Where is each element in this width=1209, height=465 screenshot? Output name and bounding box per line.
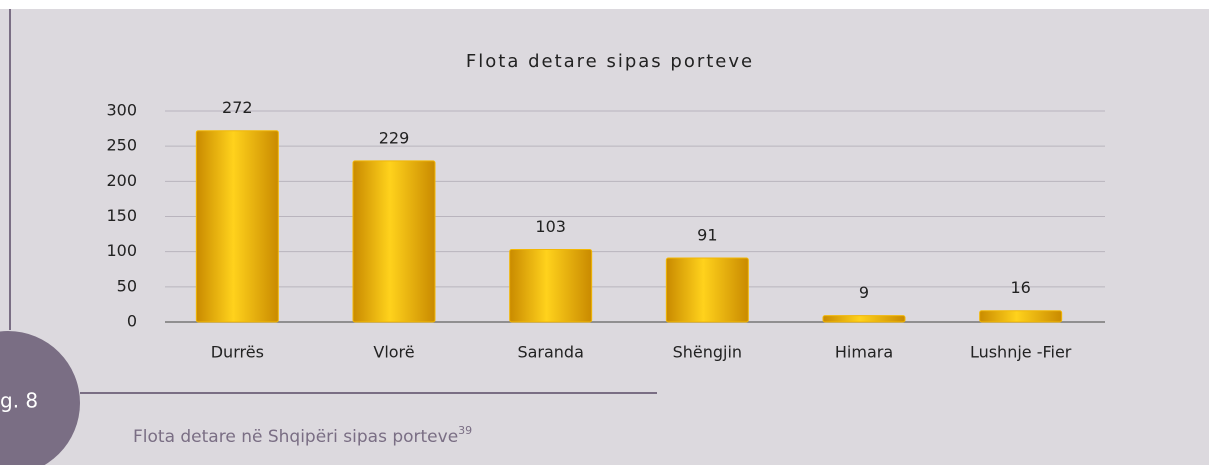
- y-tick-label: 150: [106, 206, 137, 225]
- data-label: 103: [535, 217, 566, 236]
- bar: [665, 257, 749, 323]
- data-label: 229: [379, 128, 410, 147]
- top-strip: [0, 0, 1209, 9]
- bar: [352, 160, 436, 323]
- bar: [979, 310, 1063, 323]
- data-label: 91: [697, 225, 717, 244]
- y-tick-label: 250: [106, 136, 137, 155]
- data-label: 16: [1010, 278, 1030, 297]
- x-tick-label: Vlorë: [373, 343, 414, 362]
- caption-text: Flota detare në Shqipëri sipas porteve: [133, 427, 458, 447]
- y-tick-label: 200: [106, 171, 137, 190]
- x-tick-label: Durrës: [211, 343, 264, 362]
- data-label: 9: [859, 283, 869, 302]
- caption: Flota detare në Shqipëri sipas porteve39: [133, 424, 472, 447]
- x-tick-label: Lushnje -Fier: [970, 343, 1072, 362]
- figure-badge: [0, 331, 80, 465]
- y-tick-label: 50: [117, 276, 137, 295]
- figure-label: g. 8: [0, 389, 38, 413]
- y-tick-label: 100: [106, 241, 137, 260]
- bar: [509, 249, 593, 323]
- x-tick-label: Saranda: [517, 343, 583, 362]
- y-tick-label: 300: [106, 101, 137, 120]
- data-label: 272: [222, 98, 253, 117]
- bar: [822, 315, 906, 323]
- x-tick-label: Himara: [835, 343, 893, 362]
- bar: [195, 130, 279, 323]
- y-tick-label: 0: [127, 312, 137, 331]
- x-tick-label: Shëngjin: [673, 343, 742, 362]
- chart-title: Flota detare sipas porteve: [466, 51, 754, 72]
- footnote: 39: [458, 424, 472, 437]
